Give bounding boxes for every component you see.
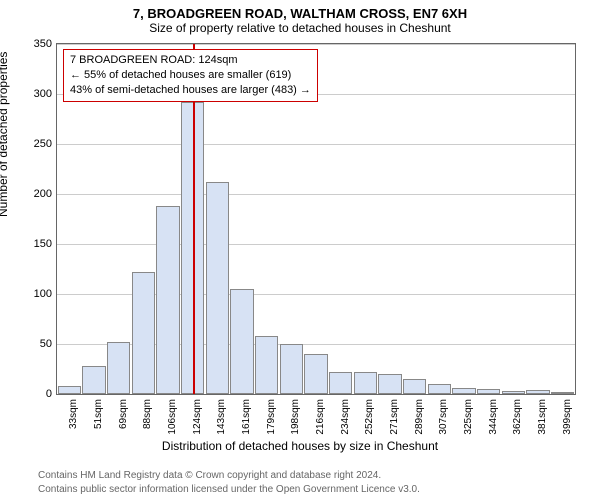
x-tick-label: 124sqm <box>192 399 203 439</box>
histogram-bar <box>255 336 278 394</box>
gridline <box>57 194 575 195</box>
gridline <box>57 244 575 245</box>
y-tick-label: 350 <box>22 38 52 50</box>
histogram-bar <box>280 344 303 394</box>
y-tick-label: 300 <box>22 88 52 100</box>
footer-line-2: Contains public sector information licen… <box>38 483 420 497</box>
histogram-bar <box>502 391 525 394</box>
info-box: 7 BROADGREEN ROAD: 124sqm← 55% of detach… <box>63 49 318 102</box>
y-tick-label: 50 <box>22 338 52 350</box>
info-box-line-1: 7 BROADGREEN ROAD: 124sqm <box>70 53 311 68</box>
histogram-bar <box>403 379 426 394</box>
histogram-bar <box>82 366 105 394</box>
x-tick-label: 252sqm <box>364 399 375 439</box>
y-tick-label: 200 <box>22 188 52 200</box>
x-tick-label: 198sqm <box>290 399 301 439</box>
histogram-bar <box>551 392 574 394</box>
y-tick-label: 250 <box>22 138 52 150</box>
y-tick-label: 150 <box>22 238 52 250</box>
chart-title-sub: Size of property relative to detached ho… <box>0 21 600 37</box>
x-tick-label: 143sqm <box>216 399 227 439</box>
x-tick-label: 381sqm <box>537 399 548 439</box>
x-tick-label: 161sqm <box>241 399 252 439</box>
y-axis-label: Number of detached properties <box>0 52 10 217</box>
histogram-bar <box>132 272 155 394</box>
footer-attribution: Contains HM Land Registry data © Crown c… <box>38 469 420 496</box>
x-tick-label: 307sqm <box>438 399 449 439</box>
x-tick-label: 216sqm <box>315 399 326 439</box>
gridline <box>57 44 575 45</box>
chart-title-main: 7, BROADGREEN ROAD, WALTHAM CROSS, EN7 6… <box>0 0 600 21</box>
x-tick-label: 289sqm <box>414 399 425 439</box>
histogram-bar <box>230 289 253 394</box>
x-tick-label: 88sqm <box>142 399 153 439</box>
histogram-bar <box>477 389 500 394</box>
y-tick-label: 100 <box>22 288 52 300</box>
x-tick-label: 271sqm <box>389 399 400 439</box>
x-tick-label: 33sqm <box>68 399 79 439</box>
histogram-bar <box>107 342 130 394</box>
info-box-line-3: 43% of semi-detached houses are larger (… <box>70 83 311 98</box>
plot-area: 7 BROADGREEN ROAD: 124sqm← 55% of detach… <box>56 43 576 395</box>
chart-container: Number of detached properties 7 BROADGRE… <box>0 37 600 437</box>
x-tick-label: 106sqm <box>167 399 178 439</box>
x-tick-label: 69sqm <box>118 399 129 439</box>
x-tick-label: 179sqm <box>266 399 277 439</box>
x-tick-label: 399sqm <box>562 399 573 439</box>
histogram-bar <box>156 206 179 394</box>
histogram-bar <box>354 372 377 394</box>
histogram-bar <box>378 374 401 394</box>
histogram-bar <box>428 384 451 394</box>
histogram-bar <box>206 182 229 394</box>
x-tick-label: 344sqm <box>488 399 499 439</box>
gridline <box>57 144 575 145</box>
x-tick-label: 362sqm <box>512 399 523 439</box>
histogram-bar <box>452 388 475 394</box>
x-tick-label: 51sqm <box>93 399 104 439</box>
x-tick-label: 234sqm <box>340 399 351 439</box>
histogram-bar <box>58 386 81 394</box>
histogram-bar <box>304 354 327 394</box>
x-axis-label: Distribution of detached houses by size … <box>0 439 600 453</box>
footer-line-1: Contains HM Land Registry data © Crown c… <box>38 469 420 483</box>
x-tick-label: 325sqm <box>463 399 474 439</box>
info-box-line-2: ← 55% of detached houses are smaller (61… <box>70 68 311 83</box>
histogram-bar <box>329 372 352 394</box>
y-tick-label: 0 <box>22 388 52 400</box>
histogram-bar <box>526 390 549 394</box>
